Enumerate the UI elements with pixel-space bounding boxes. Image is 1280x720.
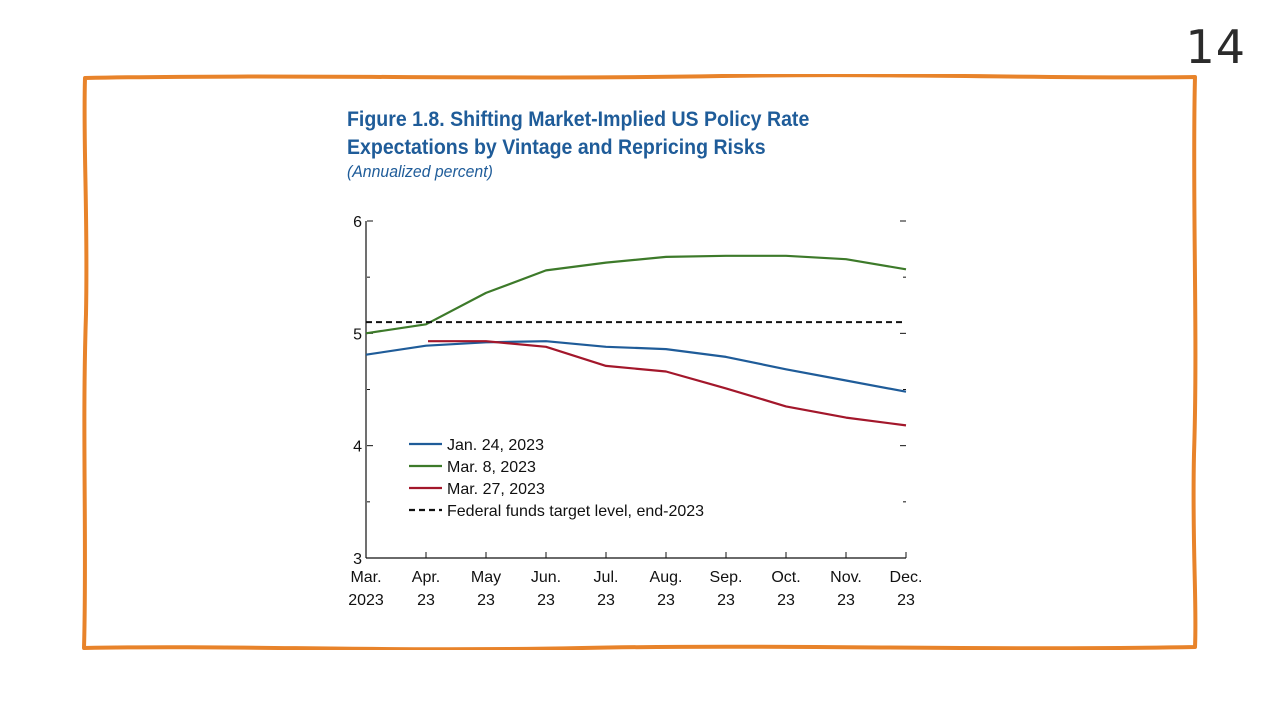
x-tick-label-month: Jul. — [594, 569, 619, 586]
x-tick-label-month: Oct. — [771, 569, 800, 586]
y-tick-label: 5 — [353, 326, 362, 343]
chart-title: Figure 1.8. Shifting Market-Implied US P… — [347, 106, 809, 162]
x-tick-label-month: Nov. — [830, 569, 862, 586]
legend-label-2: Mar. 8, 2023 — [447, 459, 536, 476]
x-tick-label-year: 23 — [417, 592, 435, 609]
x-tick-label-month: Apr. — [412, 569, 440, 586]
x-tick-label-year: 23 — [777, 592, 795, 609]
x-tick-label-year: 23 — [837, 592, 855, 609]
x-tick-label-year: 23 — [717, 592, 735, 609]
x-tick-label-year: 2023 — [348, 592, 384, 609]
page-number: 14 — [1185, 20, 1246, 74]
x-tick-label-year: 23 — [597, 592, 615, 609]
legend: Jan. 24, 2023 Mar. 8, 2023 Mar. 27, 2023 Fe… — [409, 437, 704, 520]
x-tick-label-month: Dec. — [890, 569, 923, 586]
x-tick-label-month: May — [471, 569, 501, 586]
y-tick-label: 4 — [353, 439, 362, 456]
legend-label-4: Federal funds target level, end-2023 — [447, 503, 704, 520]
x-tick-label-month: Jun. — [531, 569, 561, 586]
x-tick-label-year: 23 — [537, 592, 555, 609]
legend-label-3: Mar. 27, 2023 — [447, 481, 545, 498]
x-tick-label-month: Aug. — [650, 569, 683, 586]
series-line-1 — [365, 340, 907, 393]
frame-border — [82, 74, 1198, 650]
series-line-2 — [365, 254, 907, 335]
y-tick-label: 3 — [353, 551, 362, 568]
x-tick-label-year: 23 — [897, 592, 915, 609]
chart-subtitle: (Annualized percent) — [347, 162, 493, 181]
series-line-3 — [428, 340, 907, 427]
chart-title-line-2: Expectations by Vintage and Repricing Ri… — [347, 136, 766, 159]
axes: 3 4 5 6 Mar. 2023 Apr. 23 May 23 Jun. 23 Jul. 23 Aug. 2… — [348, 214, 922, 609]
x-tick-label-month: Sep. — [710, 569, 743, 586]
legend-label-1: Jan. 24, 2023 — [447, 437, 544, 454]
chart-title-line-1: Figure 1.8. Shifting Market-Implied US P… — [347, 108, 810, 131]
y-tick-label: 6 — [353, 214, 362, 231]
x-tick-label-year: 23 — [477, 592, 495, 609]
series-layer — [365, 254, 907, 427]
x-tick-label-month: Mar. — [350, 569, 381, 586]
hand-drawn-frame — [82, 74, 1198, 650]
x-tick-label-year: 23 — [657, 592, 675, 609]
